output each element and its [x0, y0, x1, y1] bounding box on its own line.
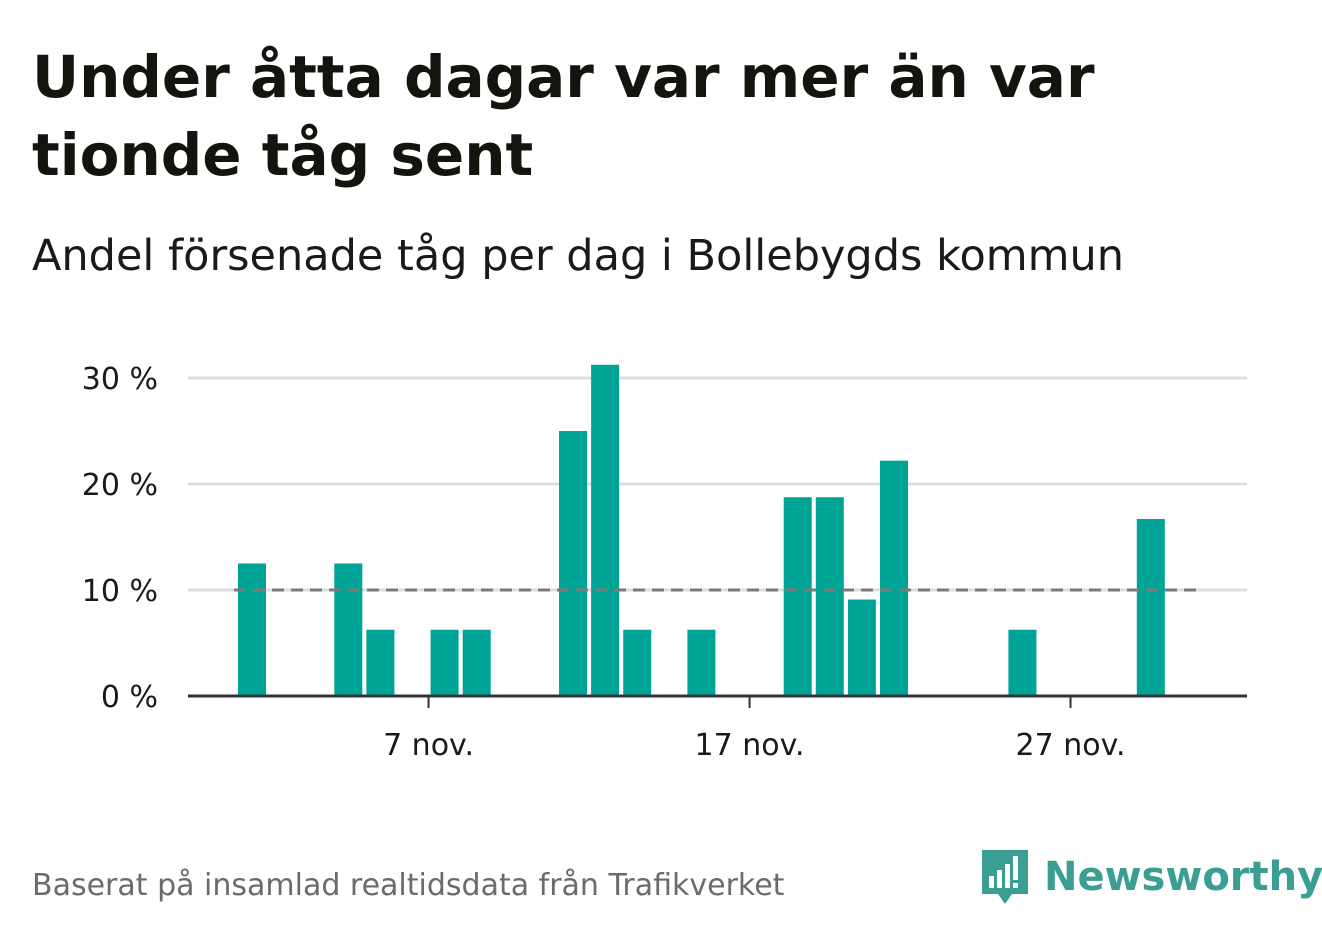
bar: [815, 497, 844, 696]
bar-chart: 0 % 10 % 20 % 30 % 7 nov. 17 nov. 27 nov.: [82, 362, 1247, 763]
x-tick-label: 17 nov.: [695, 728, 805, 763]
source-note: Baserat på insamlad realtidsdata från Tr…: [32, 868, 785, 903]
x-tick-label: 27 nov.: [1016, 728, 1126, 763]
bar: [366, 629, 395, 696]
bar: [1136, 518, 1165, 696]
x-tick-label: 7 nov.: [383, 728, 474, 763]
bar: [238, 563, 266, 696]
bar: [334, 563, 363, 696]
newsworthy-logo-icon: [982, 850, 1028, 904]
y-tick-label: 10 %: [82, 574, 158, 609]
bar: [847, 599, 876, 696]
chart-subtitle: Andel försenade tåg per dag i Bollebygds…: [32, 231, 1125, 281]
y-tick-label: 30 %: [82, 362, 158, 397]
bar: [430, 629, 459, 696]
bar: [687, 629, 716, 696]
y-tick-label: 20 %: [82, 468, 158, 503]
bar: [1008, 629, 1037, 696]
newsworthy-logo: Newsworthy: [980, 846, 1322, 908]
brand-name: Newsworthy: [1044, 854, 1322, 900]
bar: [591, 364, 620, 696]
bar: [783, 497, 812, 696]
bar: [462, 629, 491, 696]
bar: [559, 431, 587, 696]
y-tick-label: 0 %: [101, 680, 158, 715]
chart-title: Under åtta dagar var mer än var tionde t…: [32, 43, 1095, 189]
bar: [623, 629, 652, 696]
bar: [880, 460, 908, 696]
